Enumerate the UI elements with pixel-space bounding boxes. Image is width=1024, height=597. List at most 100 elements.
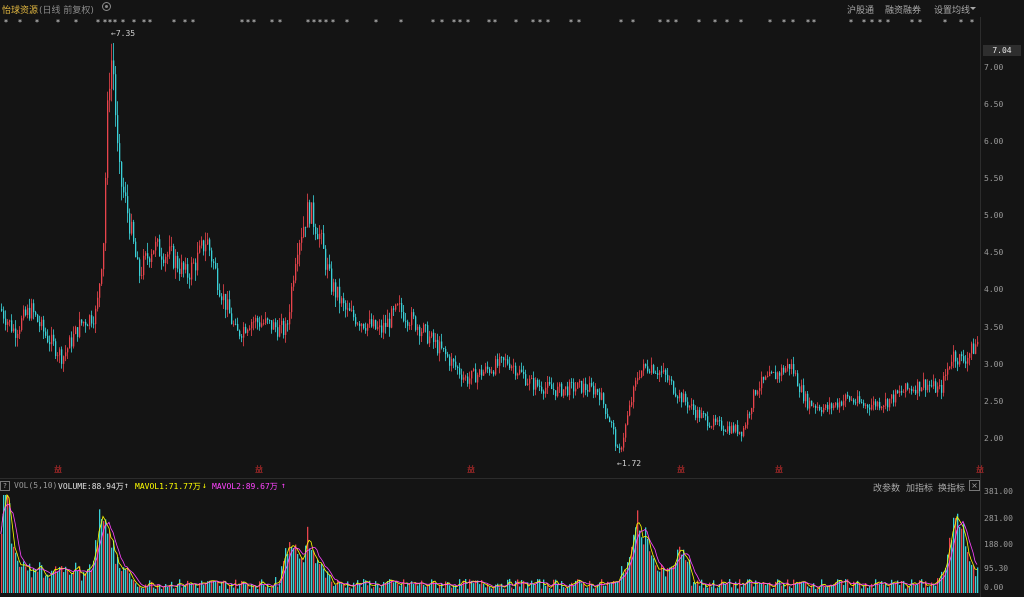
info-star-icon[interactable]: * [148, 18, 152, 27]
info-star-icon[interactable]: * [910, 18, 914, 27]
info-star-icon[interactable]: * [374, 18, 378, 27]
info-star-icon[interactable]: * [943, 18, 947, 27]
event-mark[interactable]: 益 [677, 465, 685, 474]
volume-bar [215, 581, 217, 593]
info-star-icon[interactable]: * [631, 18, 635, 27]
info-star-icon[interactable]: * [959, 18, 963, 27]
info-star-icon[interactable]: * [142, 18, 146, 27]
adjustment-mode[interactable]: (日线 前复权) [39, 6, 94, 16]
info-star-icon[interactable]: * [862, 18, 866, 27]
volume-bar [217, 581, 219, 593]
info-star-icon[interactable]: * [658, 18, 662, 27]
add-indicator-button[interactable]: 加指标 [906, 484, 934, 494]
edit-params-button[interactable]: 改参数 [873, 484, 901, 494]
info-star-icon[interactable]: * [812, 18, 816, 27]
info-star-icon[interactable]: * [768, 18, 772, 27]
info-star-icon[interactable]: * [674, 18, 678, 27]
info-star-icon[interactable]: * [538, 18, 542, 27]
indicator-name[interactable]: VOL(5,10) [14, 481, 58, 490]
event-mark[interactable]: 益 [467, 465, 475, 474]
info-star-icon[interactable]: * [666, 18, 670, 27]
event-mark[interactable]: 益 [54, 465, 62, 474]
hk-connect-button[interactable]: 沪股通 [847, 6, 875, 16]
info-star-icon[interactable]: * [713, 18, 717, 27]
info-star-icon[interactable]: * [970, 18, 974, 27]
chevron-down-icon[interactable] [970, 7, 976, 10]
event-mark[interactable]: 益 [976, 465, 984, 474]
info-star-icon[interactable]: * [431, 18, 435, 27]
close-icon[interactable]: × [969, 480, 980, 491]
info-star-icon[interactable]: * [191, 18, 195, 27]
info-star-icon[interactable]: * [252, 18, 256, 27]
info-star-icon[interactable]: * [870, 18, 874, 27]
info-star-icon[interactable]: * [113, 18, 117, 27]
info-star-icon[interactable]: * [306, 18, 310, 27]
candle [41, 316, 43, 331]
info-mine-markers[interactable]: * * * * * * * * * * * * * * * * * * * * * * * * * * * * * * * * * * * * * * * *… [0, 17, 980, 27]
volume-bar [405, 586, 407, 593]
info-star-icon[interactable]: * [782, 18, 786, 27]
set-ma-button[interactable]: 设置均线 [934, 6, 971, 16]
info-star-icon[interactable]: * [577, 18, 581, 27]
info-star-icon[interactable]: * [312, 18, 316, 27]
info-star-icon[interactable]: * [246, 18, 250, 27]
candle [541, 381, 543, 394]
event-mark[interactable]: 益 [255, 465, 263, 474]
candle [643, 359, 645, 376]
candle [67, 347, 69, 359]
info-star-icon[interactable]: * [399, 18, 403, 27]
info-star-icon[interactable]: * [546, 18, 550, 27]
stock-name[interactable]: 怡球资源 [2, 6, 39, 16]
info-star-icon[interactable]: * [619, 18, 623, 27]
info-star-icon[interactable]: * [725, 18, 729, 27]
info-star-icon[interactable]: * [132, 18, 136, 27]
help-icon[interactable]: ? [0, 481, 10, 491]
event-mark[interactable]: 益 [775, 465, 783, 474]
volume-bar [589, 580, 591, 593]
info-star-icon[interactable]: * [806, 18, 810, 27]
info-star-icon[interactable]: * [878, 18, 882, 27]
info-star-icon[interactable]: * [240, 18, 244, 27]
info-star-icon[interactable]: * [452, 18, 456, 27]
candlestick-chart[interactable] [0, 27, 980, 467]
volume-bar [729, 579, 731, 593]
info-star-icon[interactable]: * [318, 18, 322, 27]
info-star-icon[interactable]: * [74, 18, 78, 27]
info-star-icon[interactable]: * [739, 18, 743, 27]
info-star-icon[interactable]: * [918, 18, 922, 27]
info-star-icon[interactable]: * [569, 18, 573, 27]
gear-icon[interactable] [102, 2, 111, 11]
info-star-icon[interactable]: * [103, 18, 107, 27]
info-star-icon[interactable]: * [172, 18, 176, 27]
info-star-icon[interactable]: * [514, 18, 518, 27]
candle [39, 315, 41, 333]
info-star-icon[interactable]: * [324, 18, 328, 27]
info-star-icon[interactable]: * [278, 18, 282, 27]
switch-indicator-button[interactable]: 换指标 [938, 484, 966, 494]
info-star-icon[interactable]: * [56, 18, 60, 27]
info-star-icon[interactable]: * [35, 18, 39, 27]
info-star-icon[interactable]: * [345, 18, 349, 27]
info-star-icon[interactable]: * [531, 18, 535, 27]
info-star-icon[interactable]: * [183, 18, 187, 27]
info-star-icon[interactable]: * [331, 18, 335, 27]
info-star-icon[interactable]: * [849, 18, 853, 27]
info-star-icon[interactable]: * [440, 18, 444, 27]
info-star-icon[interactable]: * [121, 18, 125, 27]
info-star-icon[interactable]: * [18, 18, 22, 27]
info-star-icon[interactable]: * [697, 18, 701, 27]
info-star-icon[interactable]: * [493, 18, 497, 27]
volume-chart[interactable] [0, 491, 980, 597]
info-star-icon[interactable]: * [108, 18, 112, 27]
info-star-icon[interactable]: * [270, 18, 274, 27]
volume-bar [667, 568, 669, 593]
info-star-icon[interactable]: * [791, 18, 795, 27]
info-star-icon[interactable]: * [458, 18, 462, 27]
info-star-icon[interactable]: * [466, 18, 470, 27]
info-star-icon[interactable]: * [487, 18, 491, 27]
info-star-icon[interactable]: * [4, 18, 8, 27]
margin-trading-button[interactable]: 融资融券 [885, 6, 922, 16]
info-star-icon[interactable]: * [886, 18, 890, 27]
info-star-icon[interactable]: * [96, 18, 100, 27]
volume-bar [933, 583, 935, 593]
